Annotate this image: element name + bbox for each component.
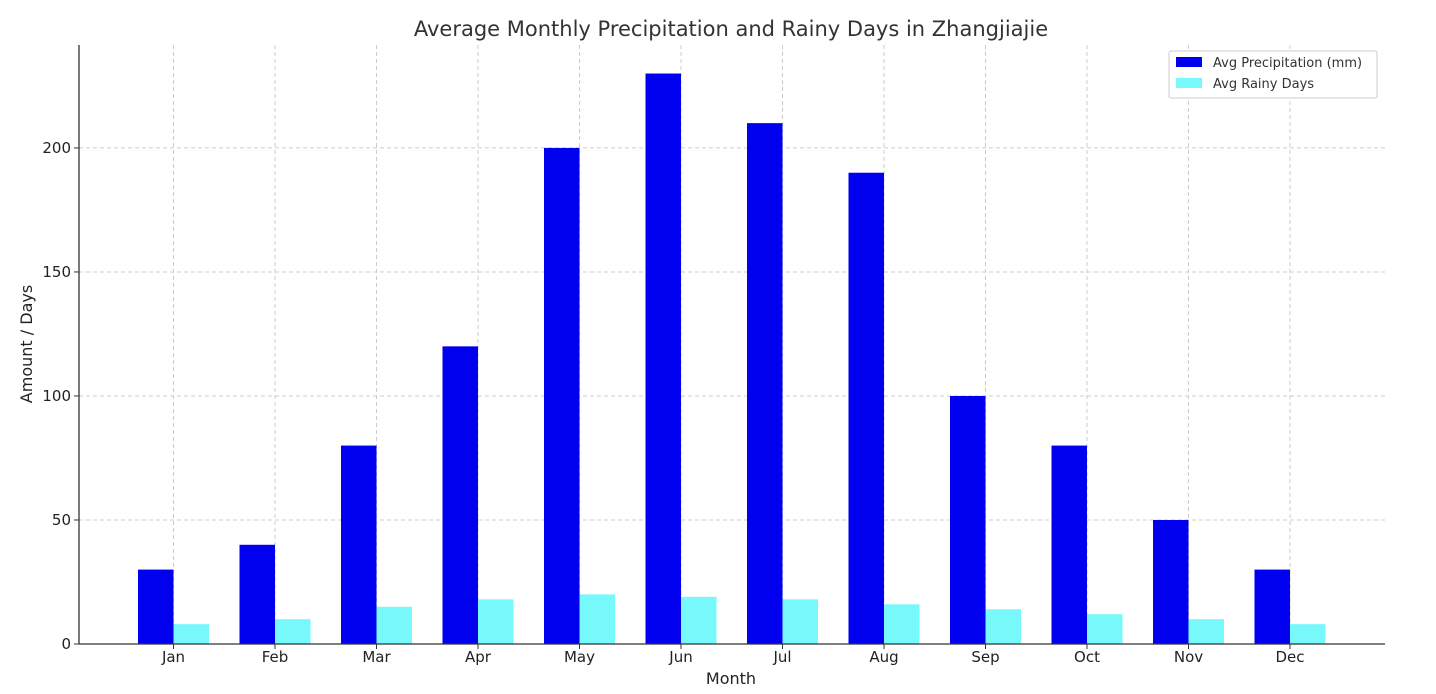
bar-precipitation: [1051, 445, 1087, 644]
x-tick-label: Dec: [1275, 648, 1304, 666]
bar-rainy-days: [275, 619, 311, 644]
bar-precipitation: [848, 172, 884, 644]
bar-rainy-days: [173, 624, 209, 644]
bar-rainy-days: [1290, 624, 1326, 644]
y-tick-label: 150: [42, 263, 71, 281]
y-axis-label: Amount / Days: [17, 285, 36, 403]
bar-precipitation: [645, 73, 681, 645]
legend-swatch-precipitation: [1176, 57, 1202, 67]
y-tick-label: 200: [42, 139, 71, 157]
legend-swatch-rainy-days: [1176, 78, 1202, 88]
bar-rainy-days: [884, 604, 920, 644]
bar-precipitation: [747, 123, 783, 644]
x-tick-label: Aug: [869, 648, 898, 666]
x-tick-label: Jan: [161, 648, 185, 666]
bar-rainy-days: [579, 594, 615, 644]
y-tick-label: 100: [42, 387, 71, 405]
bar-precipitation: [1254, 569, 1290, 644]
bar-rainy-days: [985, 609, 1021, 644]
bar-rainy-days: [376, 606, 412, 644]
bar-rainy-days: [681, 596, 717, 644]
chart-title: Average Monthly Precipitation and Rainy …: [414, 17, 1048, 41]
bar-precipitation: [950, 395, 986, 644]
bar-precipitation: [138, 569, 174, 644]
x-tick-label: Jun: [668, 648, 692, 666]
x-axis-label: Month: [706, 669, 756, 688]
x-tick-label: Nov: [1174, 648, 1203, 666]
bar-rainy-days: [1188, 619, 1224, 644]
legend: Avg Precipitation (mm) Avg Rainy Days: [1168, 50, 1378, 99]
y-tick-label: 0: [61, 635, 71, 653]
bar-precipitation: [239, 544, 275, 644]
x-tick-label: May: [564, 648, 595, 666]
legend-label-rainy-days: Avg Rainy Days: [1213, 77, 1314, 92]
bar-precipitation: [544, 147, 580, 644]
x-tick-label: Feb: [262, 648, 289, 666]
bar-rainy-days: [478, 599, 514, 644]
bars: [138, 73, 1326, 645]
bar-precipitation: [442, 346, 478, 644]
x-tick-label: Sep: [971, 648, 999, 666]
bar-precipitation: [1153, 519, 1189, 644]
x-tick-label: Jul: [772, 648, 791, 666]
bar-rainy-days: [1087, 614, 1123, 644]
x-tick-label: Oct: [1074, 648, 1100, 666]
x-tick-label: Mar: [362, 648, 391, 666]
legend-label-precipitation: Avg Precipitation (mm): [1213, 56, 1362, 71]
x-tick-label: Apr: [465, 648, 492, 666]
y-tick-label: 50: [52, 511, 71, 529]
x-axis-ticks: Jan Feb Mar Apr May Jun Jul Aug Sep Oct Nov Dec: [161, 644, 1305, 666]
bar-rainy-days: [782, 599, 818, 644]
bar-precipitation: [341, 445, 377, 644]
y-axis-ticks: 0 50 100 150 200: [42, 139, 79, 653]
legend-frame: [1168, 50, 1378, 99]
